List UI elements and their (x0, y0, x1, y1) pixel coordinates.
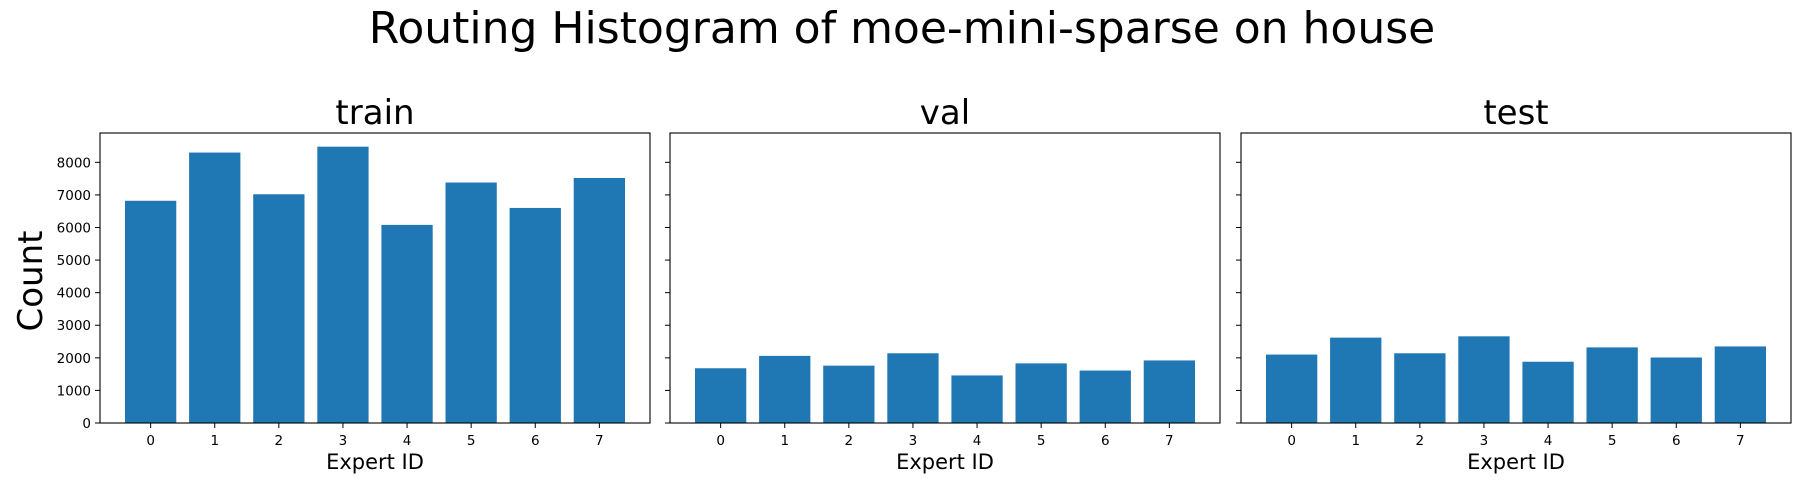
bar-test-2 (1394, 353, 1446, 423)
bar-train-5 (445, 182, 497, 423)
y-tick-label: 7000 (57, 188, 91, 204)
panel-val: 0 1 2 3 4 5 6 7 val Expert ID (665, 93, 1221, 474)
bar-test-6 (1650, 357, 1702, 423)
x-tick-label: 3 (909, 433, 918, 449)
bar-train-6 (509, 207, 561, 423)
figure-title: Routing Histogram of moe-mini-sparse on … (369, 3, 1435, 54)
bar-test-7 (1714, 346, 1766, 423)
x-tick-label: 4 (403, 433, 412, 449)
x-tick-label: 0 (146, 433, 155, 449)
y-axis-label: Count (11, 231, 51, 332)
x-tick-label: 6 (1672, 433, 1681, 449)
x-tick-label: 4 (1544, 433, 1553, 449)
x-tick-label: 7 (1736, 433, 1745, 449)
x-tick-label: 2 (845, 433, 854, 449)
y-tick-label: 8000 (57, 155, 91, 171)
panel-train: 0 1 2 3 4 5 6 7 0 1000 2000 3000 4000 5000 6000 7000 800… (57, 93, 651, 474)
x-tick-label: 0 (1287, 433, 1296, 449)
bar-train-0 (125, 200, 177, 423)
bar-train-3 (317, 146, 369, 423)
y-tick-label: 5000 (57, 253, 91, 269)
y-tick-label: 1000 (57, 383, 91, 399)
panel-title: val (920, 93, 970, 133)
x-tick-label: 6 (531, 433, 540, 449)
bar-train-2 (253, 194, 305, 423)
bar-val-1 (759, 355, 811, 423)
x-tick-label: 2 (275, 433, 284, 449)
x-tick-label: 6 (1101, 433, 1110, 449)
y-tick-label: 2000 (57, 351, 91, 367)
bar-val-4 (951, 375, 1003, 423)
x-tick-label: 5 (467, 433, 476, 449)
bar-val-2 (823, 365, 875, 423)
x-tick-label: 7 (1165, 433, 1174, 449)
bar-test-0 (1266, 354, 1318, 423)
x-tick-label: 2 (1416, 433, 1425, 449)
y-tick-label: 4000 (57, 286, 91, 302)
bar-val-0 (695, 368, 747, 423)
bar-val-3 (887, 353, 939, 423)
x-axis-label: Expert ID (1467, 450, 1565, 474)
x-tick-label: 5 (1037, 433, 1046, 449)
bar-test-4 (1522, 361, 1574, 423)
panels: 0 1 2 3 4 5 6 7 0 1000 2000 3000 4000 5000 6000 7000 800… (57, 93, 1792, 474)
axes-frame (1240, 132, 1792, 424)
x-tick-label: 0 (716, 433, 725, 449)
bar-val-5 (1015, 363, 1067, 423)
x-tick-label: 3 (339, 433, 348, 449)
bar-train-4 (381, 224, 433, 423)
bar-val-7 (1143, 360, 1195, 423)
bar-test-3 (1458, 336, 1510, 423)
x-tick-label: 5 (1608, 433, 1617, 449)
bar-train-1 (189, 152, 241, 424)
bar-test-5 (1586, 347, 1638, 423)
bar-train-7 (573, 177, 625, 423)
axes-frame (669, 132, 1221, 424)
x-axis-label: Expert ID (326, 450, 424, 474)
x-tick-label: 3 (1480, 433, 1489, 449)
panel-test: 0 1 2 3 4 5 6 7 test Expert ID (1236, 93, 1792, 474)
bar-test-1 (1330, 337, 1382, 423)
x-tick-label: 7 (595, 433, 604, 449)
panel-title: test (1483, 93, 1548, 133)
panel-title: train (335, 93, 414, 133)
x-tick-label: 1 (780, 433, 789, 449)
axes-frame (99, 132, 651, 424)
y-tick-label: 3000 (57, 318, 91, 334)
y-tick-label: 6000 (57, 220, 91, 236)
x-axis-label: Expert ID (896, 450, 994, 474)
y-tick-label: 0 (82, 416, 91, 432)
x-tick-label: 1 (210, 433, 219, 449)
x-tick-label: 4 (973, 433, 982, 449)
x-tick-label: 1 (1351, 433, 1360, 449)
bar-val-6 (1079, 370, 1131, 423)
